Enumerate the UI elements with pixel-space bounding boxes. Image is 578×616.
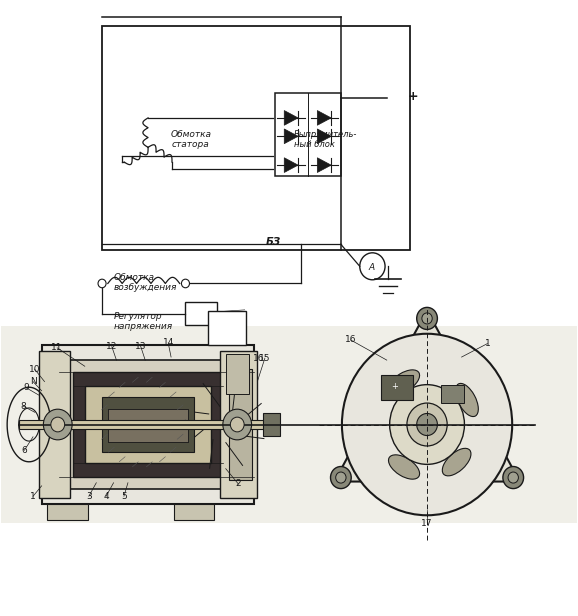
Circle shape (407, 403, 447, 446)
Bar (102, 26, 410, 249)
Text: 9: 9 (23, 383, 29, 392)
Text: 13: 13 (135, 341, 146, 351)
Circle shape (98, 279, 106, 288)
Text: 1: 1 (30, 492, 36, 501)
Text: 2: 2 (236, 479, 241, 488)
Circle shape (43, 409, 72, 440)
Circle shape (422, 313, 432, 324)
Text: 15: 15 (259, 354, 271, 363)
Circle shape (331, 466, 351, 488)
Bar (220, 351, 257, 498)
Bar (209, 311, 246, 345)
Circle shape (417, 413, 438, 436)
Bar (85, 386, 212, 463)
Polygon shape (284, 158, 298, 172)
Text: 11: 11 (51, 343, 63, 352)
Text: Обмотка
статора: Обмотка статора (171, 129, 212, 149)
Polygon shape (317, 129, 331, 144)
Circle shape (390, 384, 465, 464)
Bar (108, 429, 188, 442)
Circle shape (336, 472, 346, 483)
Text: 4: 4 (103, 492, 109, 501)
Bar (229, 370, 251, 480)
Text: +: + (407, 90, 418, 103)
Bar (73, 373, 223, 477)
Polygon shape (317, 158, 331, 172)
Text: 10: 10 (29, 365, 40, 374)
Bar (39, 351, 71, 498)
Bar (18, 419, 266, 429)
Text: Регулятор
напряжения: Регулятор напряжения (113, 312, 173, 331)
Bar (108, 409, 188, 421)
Bar (275, 94, 341, 176)
Text: A: A (369, 263, 375, 272)
Bar (263, 413, 280, 436)
Ellipse shape (388, 455, 420, 479)
Ellipse shape (455, 383, 479, 416)
Bar (47, 505, 88, 519)
Text: Выпрямитель-
ный блок: Выпрямитель- ный блок (294, 129, 357, 149)
Bar (59, 360, 237, 489)
Text: Обмотка
возбуждения: Обмотка возбуждения (113, 272, 177, 292)
Text: 1: 1 (484, 339, 490, 348)
Bar (1, 326, 577, 522)
Text: 16: 16 (345, 335, 356, 344)
Circle shape (508, 472, 518, 483)
Text: 14: 14 (162, 338, 174, 347)
Ellipse shape (388, 370, 420, 394)
Bar (174, 505, 214, 519)
Text: 8: 8 (20, 402, 26, 411)
Polygon shape (317, 110, 331, 125)
Polygon shape (284, 110, 298, 125)
Circle shape (417, 307, 438, 330)
Text: +: + (391, 382, 398, 391)
Bar (442, 384, 465, 403)
Circle shape (230, 417, 244, 432)
Bar (108, 429, 188, 442)
Circle shape (342, 334, 512, 515)
Text: 17: 17 (421, 519, 433, 529)
Text: 3: 3 (86, 492, 92, 501)
Circle shape (181, 279, 190, 288)
Bar (186, 302, 217, 325)
Circle shape (51, 417, 65, 432)
Text: 12: 12 (106, 342, 117, 351)
Text: N: N (29, 377, 36, 386)
Polygon shape (284, 129, 298, 144)
Bar (42, 345, 254, 505)
Circle shape (503, 466, 524, 488)
Polygon shape (335, 310, 520, 482)
Ellipse shape (442, 448, 471, 476)
Text: 5: 5 (121, 492, 127, 501)
Bar (102, 397, 194, 452)
Bar (108, 409, 188, 421)
Bar (381, 376, 413, 400)
Text: БЗ: БЗ (266, 237, 281, 247)
Text: 16: 16 (253, 354, 265, 363)
Circle shape (223, 409, 251, 440)
Text: 6: 6 (21, 446, 27, 455)
Bar (226, 354, 249, 394)
